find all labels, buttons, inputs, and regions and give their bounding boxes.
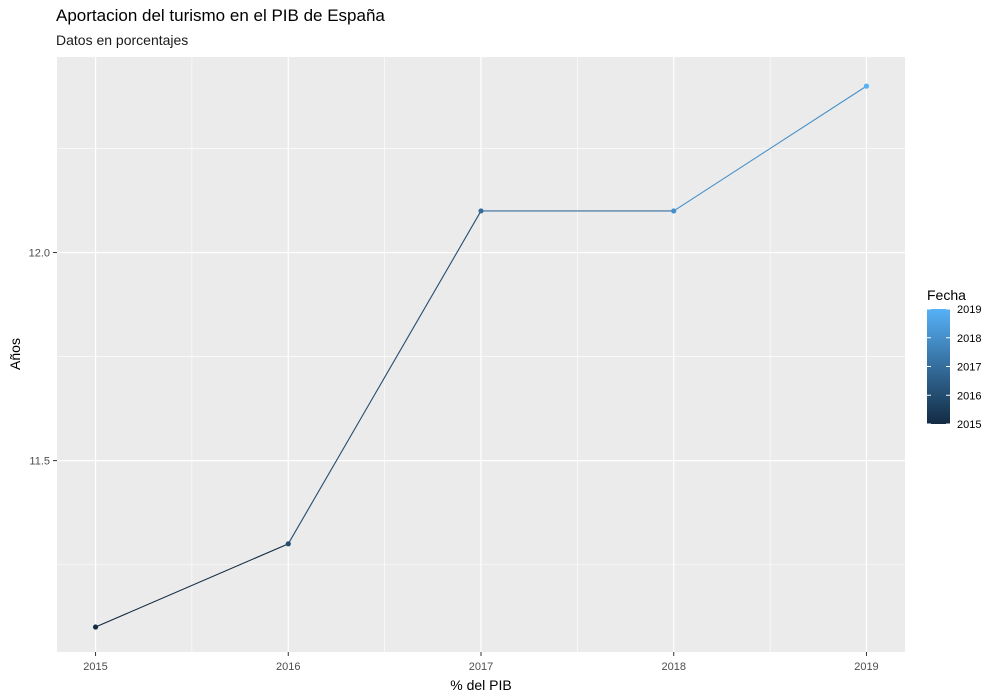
series-line xyxy=(95,85,867,628)
x-tick-label: 2016 xyxy=(276,661,300,673)
x-tick-label: 2018 xyxy=(661,661,685,673)
line-segment xyxy=(95,543,289,628)
legend-label: 2015 xyxy=(957,419,981,431)
data-point xyxy=(671,208,677,214)
grid-major xyxy=(57,57,905,652)
legend-label: 2019 xyxy=(957,304,981,316)
x-tick-label: 2019 xyxy=(854,661,878,673)
x-tick-label: 2015 xyxy=(83,661,107,673)
data-point xyxy=(478,208,484,214)
y-axis-title: Años xyxy=(7,338,23,370)
legend-label: 2018 xyxy=(957,333,981,345)
data-point xyxy=(92,624,99,630)
legend-label: 2016 xyxy=(957,390,981,402)
legend: Fecha 2019 2018 2017 2016 2015 xyxy=(927,287,981,431)
legend-label: 2017 xyxy=(957,362,981,374)
data-point xyxy=(863,83,870,89)
series-points xyxy=(92,83,870,630)
y-tick-label: 11.5 xyxy=(29,456,50,468)
x-axis-title: % del PIB xyxy=(450,677,511,693)
chart-title: Aportacion del turismo en el PIB de Espa… xyxy=(56,6,385,25)
y-tick-label: 12.0 xyxy=(29,248,50,260)
x-tick-label: 2017 xyxy=(469,661,493,673)
line-segment xyxy=(287,210,482,545)
legend-colorbar xyxy=(927,309,950,424)
legend-title: Fecha xyxy=(927,287,966,303)
data-point xyxy=(285,541,291,547)
legend-ticks: 2019 2018 2017 2016 2015 xyxy=(927,304,981,431)
y-axis: 11.5 12.0 xyxy=(29,248,57,468)
line-segment xyxy=(673,85,867,212)
chart-subtitle: Datos en porcentajes xyxy=(56,32,189,48)
x-axis: 2015 2016 2017 2018 2019 xyxy=(83,652,879,673)
